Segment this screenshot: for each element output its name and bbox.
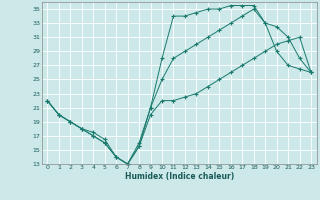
X-axis label: Humidex (Indice chaleur): Humidex (Indice chaleur) [124,172,234,181]
